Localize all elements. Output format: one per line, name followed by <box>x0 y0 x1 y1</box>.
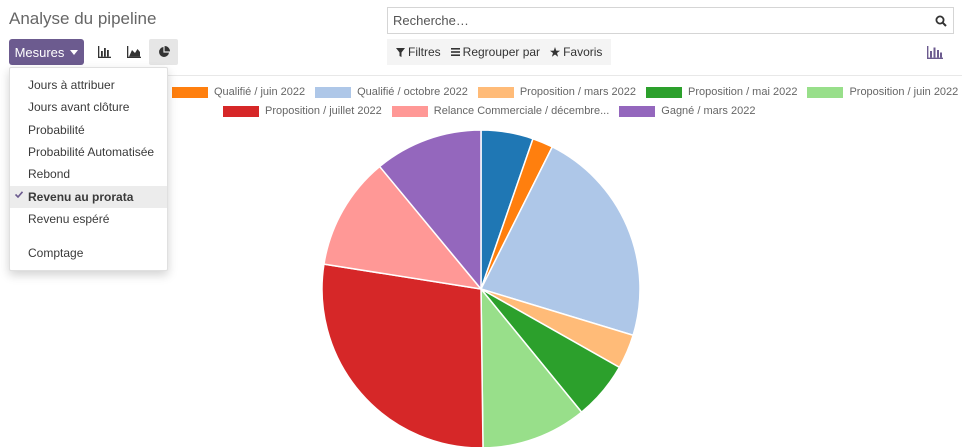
legend-swatch <box>477 86 514 98</box>
pie-slice[interactable] <box>321 263 484 447</box>
measure-item-prorated-revenue[interactable]: Revenu au prorata <box>10 186 167 208</box>
favorites-label: Favoris <box>563 45 603 59</box>
filter-icon <box>396 47 405 57</box>
bar-chart-icon <box>98 46 111 58</box>
page-title: Analyse du pipeline <box>9 9 157 28</box>
measures-button[interactable]: Mesures <box>9 39 84 65</box>
legend-item[interactable]: Proposition / juin 2022 <box>807 86 958 98</box>
legend-swatch <box>223 105 259 117</box>
measure-item-bounce[interactable]: Rebond <box>10 163 167 185</box>
bar-chart-icon <box>927 45 943 59</box>
caret-down-icon <box>70 49 79 55</box>
legend-swatch <box>645 86 682 98</box>
pie-slice[interactable] <box>323 165 483 291</box>
legend-label: Proposition / juillet 2022 <box>265 105 382 117</box>
legend-label: Proposition / mars 2022 <box>519 86 636 98</box>
chart-legend-row-1: Qualifié / juin 2022 Qualifié / octobre 2… <box>172 86 962 98</box>
legend-label: Qualifié / juin 2022 <box>214 86 306 98</box>
graph-view-toggle[interactable] <box>924 41 946 63</box>
search-bar[interactable] <box>387 7 954 34</box>
legend-swatch <box>619 105 656 117</box>
group-by-label: Regrouper par <box>462 45 541 59</box>
search-icon[interactable] <box>929 8 953 33</box>
area-chart-view-button[interactable] <box>119 39 148 65</box>
measures-dropdown: Jours à attribuer Jours avant clôture Pr… <box>9 67 168 271</box>
legend-item[interactable]: Proposition / mars 2022 <box>477 86 636 98</box>
measure-label: Jours avant clôture <box>28 100 130 114</box>
bar-chart-view-button[interactable] <box>90 39 119 65</box>
pie-slice[interactable] <box>378 129 482 292</box>
filters-label: Filtres <box>408 45 441 59</box>
area-chart-icon <box>126 46 141 58</box>
measure-label: Probabilité Automatisée <box>28 145 155 159</box>
menu-separator <box>10 232 167 233</box>
legend-item[interactable]: Gagné / mars 2022 <box>619 105 755 117</box>
measure-label: Comptage <box>28 246 84 260</box>
measure-item-expected-revenue[interactable]: Revenu espéré <box>10 208 167 230</box>
legend-swatch <box>391 105 428 117</box>
measure-item-days-to-close[interactable]: Jours avant clôture <box>10 96 167 118</box>
legend-item[interactable]: Qualifié / octobre 2022 <box>315 86 468 98</box>
chart-legend-row-2: Proposition / juillet 2022 Relance Commer… <box>223 105 765 117</box>
search-options-bar: Filtres Regrouper par Favoris <box>387 39 612 65</box>
measure-label: Revenu espéré <box>28 212 110 226</box>
bars-icon <box>450 48 460 56</box>
legend-swatch <box>315 86 352 98</box>
measure-label: Revenu au prorata <box>28 190 134 204</box>
favorites-button[interactable]: Favoris <box>545 45 607 59</box>
measure-label: Probabilité <box>28 123 85 137</box>
measure-item-days-to-assign[interactable]: Jours à attribuer <box>10 74 167 96</box>
legend-item[interactable]: Relance Commerciale / décembre... <box>391 105 610 117</box>
legend-label: Relance Commerciale / décembre... <box>433 105 610 117</box>
measure-label: Jours à attribuer <box>28 78 115 92</box>
legend-label: Proposition / mai 2022 <box>687 86 798 98</box>
legend-swatch <box>172 86 208 98</box>
pie-chart <box>321 129 641 447</box>
legend-label: Proposition / juin 2022 <box>849 86 959 98</box>
search-input[interactable] <box>388 8 929 33</box>
measure-label: Rebond <box>28 167 71 181</box>
header-divider <box>168 75 962 76</box>
legend-item[interactable]: Proposition / mai 2022 <box>645 86 798 98</box>
filters-button[interactable]: Filtres <box>391 45 446 59</box>
legend-label: Qualifié / octobre 2022 <box>357 86 468 98</box>
legend-item[interactable]: Qualifié / juin 2022 <box>172 86 305 98</box>
measures-button-label: Mesures <box>14 44 65 60</box>
legend-label: Gagné / mars 2022 <box>661 105 756 117</box>
group-by-button[interactable]: Regrouper par <box>446 45 545 59</box>
measure-item-probability[interactable]: Probabilité <box>10 119 167 141</box>
legend-swatch <box>807 86 844 98</box>
pie-chart-icon <box>158 46 170 57</box>
measure-item-automated-probability[interactable]: Probabilité Automatisée <box>10 141 167 163</box>
pie-chart-view-button[interactable] <box>149 39 178 65</box>
star-icon <box>550 47 561 57</box>
pie-slice[interactable] <box>479 145 641 337</box>
check-icon <box>15 191 23 198</box>
legend-item[interactable]: Proposition / juillet 2022 <box>223 105 382 117</box>
pie-slice[interactable] <box>480 286 583 447</box>
measure-item-count[interactable]: Comptage <box>10 242 167 264</box>
